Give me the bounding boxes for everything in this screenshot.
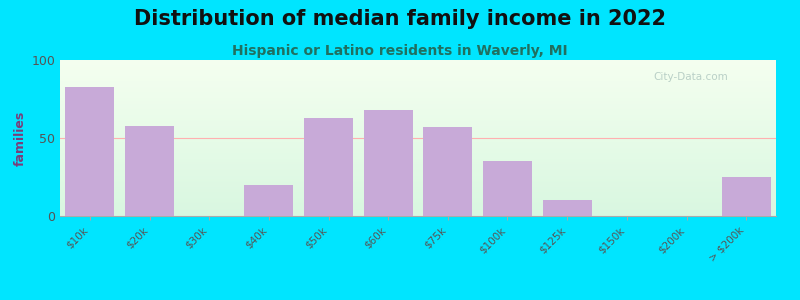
Text: Hispanic or Latino residents in Waverly, MI: Hispanic or Latino residents in Waverly,… xyxy=(232,44,568,58)
Text: City-Data.com: City-Data.com xyxy=(654,72,728,82)
Bar xyxy=(244,185,294,216)
Bar xyxy=(304,118,353,216)
Bar xyxy=(66,86,114,216)
Bar xyxy=(364,110,413,216)
Y-axis label: families: families xyxy=(14,110,27,166)
Text: Distribution of median family income in 2022: Distribution of median family income in … xyxy=(134,9,666,29)
Bar xyxy=(542,200,592,216)
Bar xyxy=(125,125,174,216)
Bar xyxy=(722,177,770,216)
Bar xyxy=(423,127,472,216)
Bar xyxy=(483,161,532,216)
